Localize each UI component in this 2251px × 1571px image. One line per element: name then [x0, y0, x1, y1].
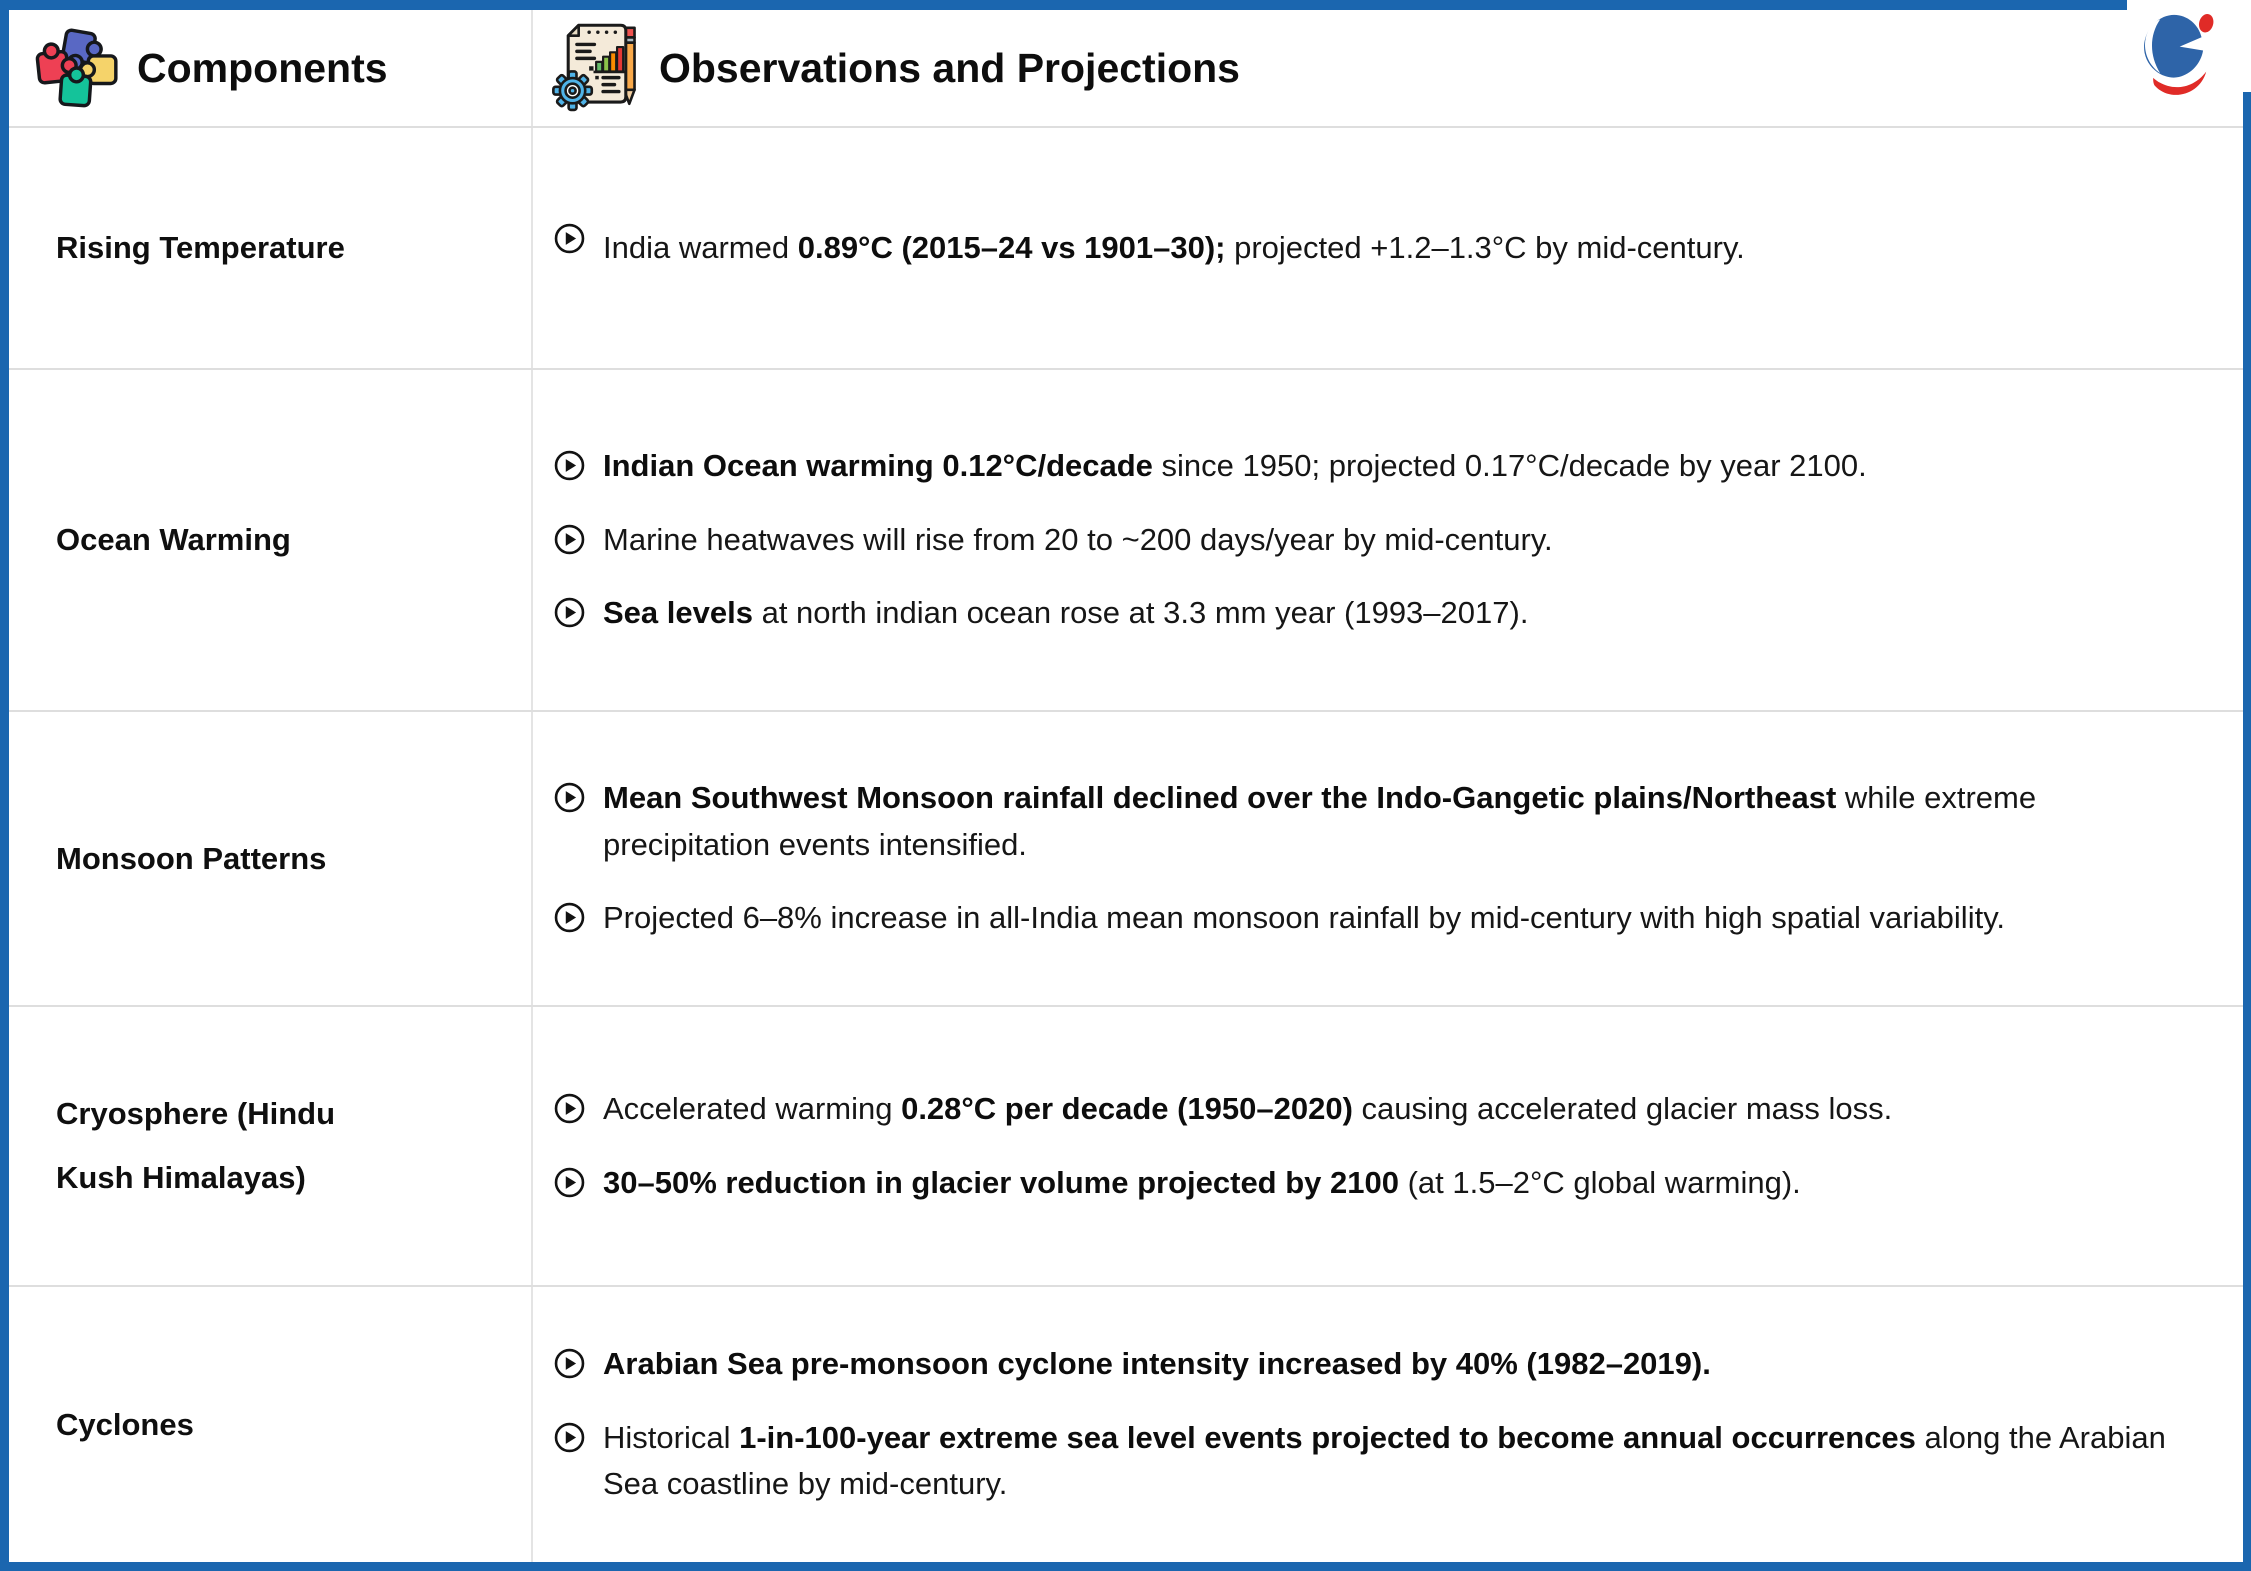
bullet-text: Marine heatwaves will rise from 20 to ~2… — [603, 517, 1553, 564]
circled-play-icon — [553, 781, 586, 814]
bullet-text: Arabian Sea pre-monsoon cyclone intensit… — [603, 1341, 1711, 1388]
table-row: Monsoon Patterns Mean Southwest Monsoon r… — [9, 712, 2243, 1007]
component-cell: Cyclones — [9, 1287, 533, 1562]
table-row: Cryosphere (Hindu Kush Himalayas) Acceler… — [9, 1007, 2243, 1287]
observations-cell: Indian Ocean warming 0.12°C/decade since… — [533, 370, 2243, 710]
bullet-item: Marine heatwaves will rise from 20 to ~2… — [553, 517, 2198, 564]
bullet-text: Historical 1-in-100-year extreme sea lev… — [603, 1415, 2188, 1508]
component-label: Monsoon Patterns — [56, 840, 327, 876]
bullet-text-segment: Marine heatwaves will rise from 20 to ~2… — [603, 521, 1553, 557]
circled-play-icon — [553, 222, 586, 255]
bullet-text-bold-segment: Mean Southwest Monsoon rainfall declined… — [603, 780, 1837, 816]
component-label: Ocean Warming — [56, 522, 291, 558]
component-cell: Rising Temperature — [9, 128, 533, 368]
bullet-item: 30–50% reduction in glacier volume proje… — [553, 1160, 2198, 1207]
observations-cell: India warmed 0.89°C (2015–24 vs 1901–30)… — [533, 128, 2243, 368]
table-header-row: Components — [9, 10, 2243, 128]
bullet-text-segment: projected +1.2–1.3°C by mid-century. — [1225, 230, 1745, 266]
circled-play-icon — [553, 449, 586, 482]
bullet-item: Sea levels at north indian ocean rose at… — [553, 590, 2198, 637]
circled-play-icon — [553, 1421, 586, 1454]
component-cell: Cryosphere (Hindu Kush Himalayas) — [9, 1007, 533, 1285]
bullet-text: India warmed 0.89°C (2015–24 vs 1901–30)… — [603, 216, 1745, 280]
bullet-item: Indian Ocean warming 0.12°C/decade since… — [553, 443, 2198, 490]
bullet-text-segment: causing accelerated glacier mass loss. — [1352, 1091, 1893, 1126]
bullet-text: Indian Ocean warming 0.12°C/decade since… — [603, 443, 1867, 490]
bullet-text: Sea levels at north indian ocean rose at… — [603, 590, 1528, 637]
observations-cell: Accelerated warming 0.28°C per decade (1… — [533, 1007, 2243, 1285]
bullet-item: Projected 6–8% increase in all-India mea… — [553, 895, 2198, 942]
observations-header-label: Observations and Projections — [659, 44, 1240, 91]
bullet-text-segment: Projected 6–8% increase in all-India mea… — [603, 900, 2006, 936]
puzzle-icon — [35, 25, 121, 111]
table-row: Rising Temperature India warmed 0.89°C (2… — [9, 128, 2243, 370]
bullet-text-bold-segment: 30–50% reduction in glacier volume proje… — [603, 1164, 1399, 1200]
component-cell: Ocean Warming — [9, 370, 533, 710]
components-header-label: Components — [137, 44, 388, 91]
bullet-text-bold-segment: 1-in-100-year extreme sea level events p… — [739, 1419, 1916, 1455]
bullet-text-bold-segment: Indian Ocean warming 0.12°C/decade — [603, 448, 1153, 484]
bullet-text: 30–50% reduction in glacier volume proje… — [603, 1160, 1801, 1207]
frame-right-border — [2243, 92, 2251, 1571]
frame-left-border — [0, 0, 9, 1571]
components-header-cell: Components — [9, 10, 533, 126]
bullet-text-segment: (at 1.5–2°C global warming). — [1398, 1164, 1801, 1200]
bullet-text-bold-segment: Arabian Sea pre-monsoon cyclone intensit… — [603, 1346, 1711, 1382]
bullet-text-segment: India warmed — [603, 230, 798, 266]
bullet-text-bold-segment: 0.28°C per decade (1950–2020) — [901, 1091, 1353, 1126]
observations-header-cell: Observations and Projections — [533, 10, 2243, 126]
component-label: Cyclones — [56, 1406, 194, 1442]
bullet-text-segment: at north indian ocean rose at 3.3 mm yea… — [752, 595, 1529, 631]
circled-play-icon — [553, 901, 586, 934]
table-row: Cyclones Arabian Sea pre-monsoon cyclone … — [9, 1287, 2243, 1562]
bullet-text-bold-segment: 0.89°C (2015–24 vs 1901–30); — [797, 230, 1226, 266]
bullet-text: Mean Southwest Monsoon rainfall declined… — [603, 775, 2188, 868]
bullet-text-segment: since 1950; projected 0.17°C/decade by y… — [1152, 448, 1867, 484]
bullet-item: Arabian Sea pre-monsoon cyclone intensit… — [553, 1341, 2198, 1388]
bullet-text-segment: Historical — [603, 1419, 740, 1455]
frame-top-border — [0, 0, 2127, 10]
bullet-text: Projected 6–8% increase in all-India mea… — [603, 895, 2005, 942]
table-row: Ocean Warming Indian Ocean warming 0.12°C… — [9, 370, 2243, 712]
bullet-text-segment: while extreme precipitation events inten… — [603, 780, 2037, 862]
components-observations-table: Components — [9, 10, 2243, 1562]
report-gear-chart-icon — [549, 20, 645, 116]
bullet-item: Mean Southwest Monsoon rainfall declined… — [553, 775, 2198, 868]
circled-play-icon — [553, 1166, 586, 1199]
bullet-text-segment: Accelerated warming — [603, 1091, 902, 1126]
observations-cell: Mean Southwest Monsoon rainfall declined… — [533, 712, 2243, 1005]
bullet-item: Accelerated warming 0.28°C per decade (1… — [553, 1086, 2198, 1133]
observations-cell: Arabian Sea pre-monsoon cyclone intensit… — [533, 1287, 2243, 1562]
brand-logo — [2136, 8, 2214, 104]
circled-play-icon — [553, 1092, 586, 1125]
bullet-text: Accelerated warming 0.28°C per decade (1… — [603, 1086, 1892, 1133]
component-label: Cryosphere (Hindu Kush Himalayas) — [56, 1096, 336, 1195]
bullet-text-bold-segment: Sea levels — [603, 595, 753, 631]
circled-play-icon — [553, 596, 586, 629]
circled-play-icon — [553, 1347, 586, 1380]
component-label: Rising Temperature — [56, 230, 345, 266]
circled-play-icon — [553, 523, 586, 556]
bullet-text-segment: along the Arabian Sea coastline by mid-c… — [603, 1419, 2166, 1502]
frame-bottom-border — [0, 1562, 2251, 1571]
bullet-item: Historical 1-in-100-year extreme sea lev… — [553, 1415, 2198, 1508]
bullet-item: India warmed 0.89°C (2015–24 vs 1901–30)… — [553, 216, 2198, 280]
component-cell: Monsoon Patterns — [9, 712, 533, 1005]
